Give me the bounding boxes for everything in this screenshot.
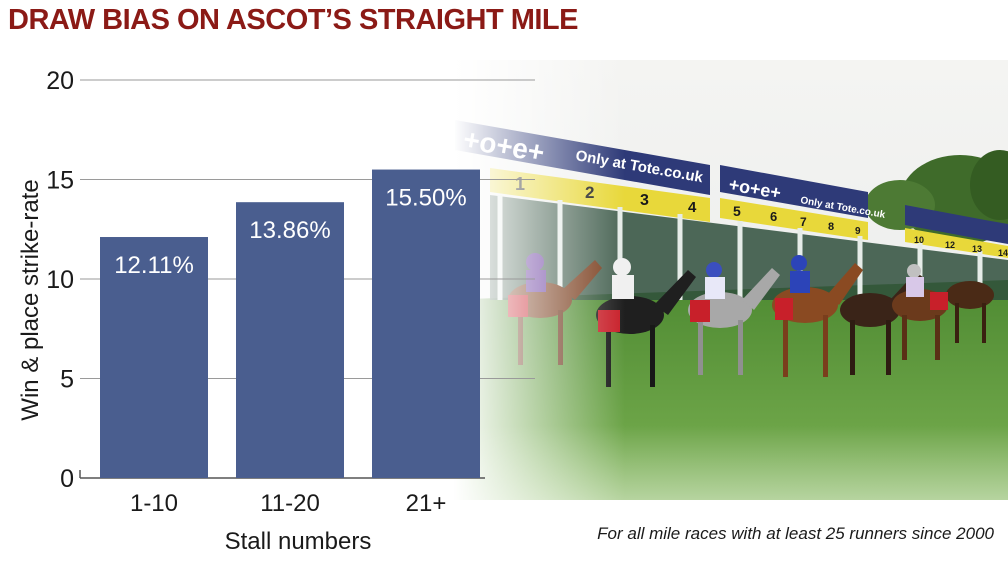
bar-21+ xyxy=(372,169,480,479)
y-tick-label: 10 xyxy=(46,266,74,294)
x-tick-label: 1-10 xyxy=(130,490,178,517)
y-tick-label: 0 xyxy=(60,465,74,493)
chart-title: DRAW BIAS ON ASCOT’S STRAIGHT MILE xyxy=(8,4,578,36)
bar-11-20 xyxy=(236,202,344,478)
y-tick-label: 15 xyxy=(46,167,74,195)
y-axis-ticks: 0 5 10 15 20 xyxy=(46,67,74,493)
x-tick-label: 21+ xyxy=(406,490,447,517)
x-tick-label: 11-20 xyxy=(260,490,320,517)
bar-value-label: 12.11% xyxy=(114,252,194,279)
y-axis-label: Win & place strike-rate xyxy=(17,179,44,420)
bar-value-label: 15.50% xyxy=(385,185,466,212)
bar-value-label: 13.86% xyxy=(249,217,330,244)
bars xyxy=(100,169,480,479)
y-tick-label: 20 xyxy=(46,67,74,95)
bar-data-labels: 12.11% 13.86% 15.50% xyxy=(114,185,467,279)
bar-1-10 xyxy=(100,237,208,478)
x-axis-ticks: 1-10 11-20 21+ xyxy=(130,490,446,517)
y-tick-label: 5 xyxy=(60,366,74,394)
x-axis-label: Stall numbers xyxy=(225,528,372,555)
footnote: For all mile races with at least 25 runn… xyxy=(597,524,994,543)
